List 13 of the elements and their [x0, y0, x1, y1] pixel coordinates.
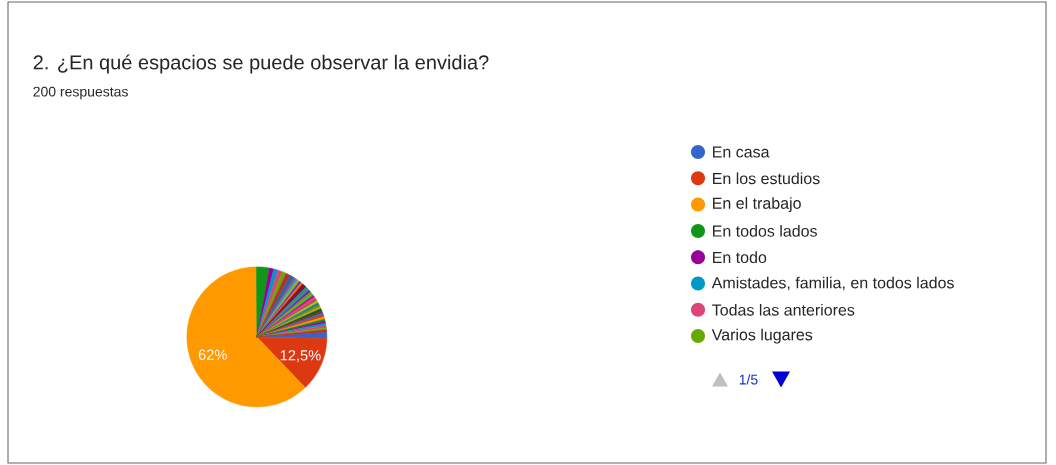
text: 1/5: [739, 374, 758, 385]
data-label: 12,5%: [280, 350, 321, 363]
legend-label: Amistades, familia, en todos lados: [711, 276, 954, 291]
legend-label: En casa: [713, 146, 770, 158]
data-label: 62%: [198, 349, 227, 360]
chart-subtitle: 200 respuestas: [33, 86, 128, 100]
legend-label: Varios lugares: [711, 328, 813, 344]
legend-label: Todas las anteriores: [712, 303, 855, 316]
chart-title: 2. ¿En qué espacios se puede observar la envidia?: [33, 54, 489, 74]
legend-label: En todos lados: [713, 225, 817, 237]
legend-label: En todo: [713, 251, 767, 264]
legend-label: En los estudios: [713, 172, 820, 185]
legend-label: En el trabajo: [713, 197, 801, 213]
